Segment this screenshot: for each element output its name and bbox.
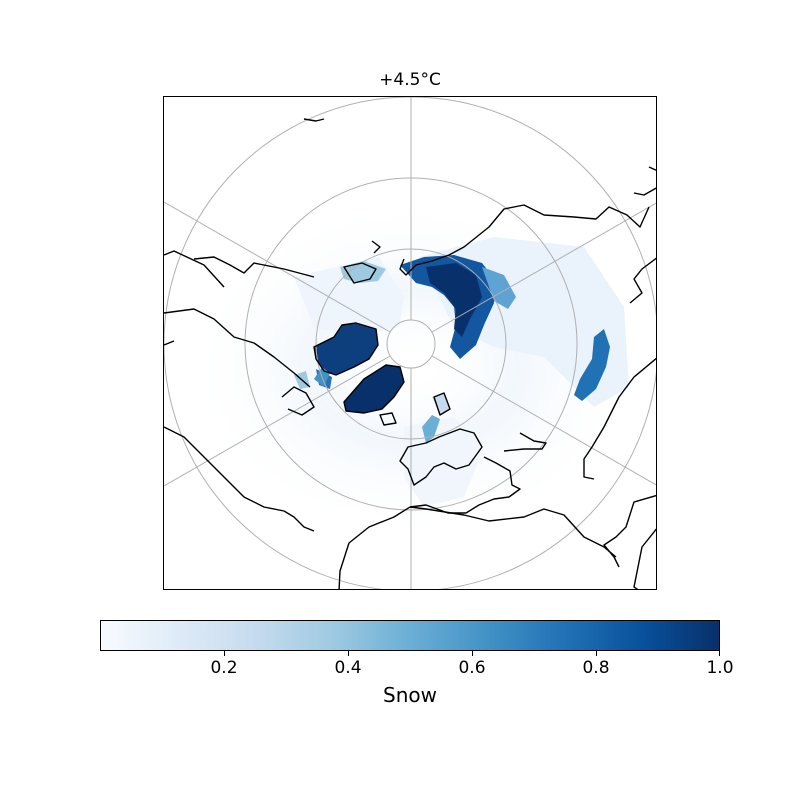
colorbar-tick — [348, 651, 349, 656]
snow-central-asia — [574, 329, 610, 401]
snow-alaska — [340, 261, 386, 283]
colorbar-tick-label: 0.4 — [334, 658, 362, 678]
colorbar-tick-label: 0.2 — [210, 658, 238, 678]
graticule — [164, 97, 656, 589]
colorbar-tick-label: 0.8 — [582, 658, 610, 678]
polar-map — [163, 96, 657, 590]
map-title: +4.5°C — [379, 70, 441, 90]
colorbar-tick — [719, 651, 720, 656]
map-canvas — [164, 97, 656, 589]
colorbar-tick — [596, 651, 597, 656]
snow-siberia-east — [482, 267, 516, 309]
colorbar-ramp — [101, 621, 719, 650]
snow-haze-europe — [404, 417, 484, 507]
colorbar — [100, 620, 720, 651]
snow-cover — [294, 255, 610, 443]
snow-scandinavia — [422, 415, 440, 443]
colorbar-tick — [224, 651, 225, 656]
colorbar-tick-label: 0.6 — [458, 658, 486, 678]
snow-siberia-core — [426, 263, 482, 337]
colorbar-tick — [472, 651, 473, 656]
colorbar-label: Snow — [383, 683, 437, 707]
colorbar-tick-label: 1.0 — [706, 658, 734, 678]
coastlines — [164, 118, 656, 589]
snow-greenland — [344, 365, 404, 413]
